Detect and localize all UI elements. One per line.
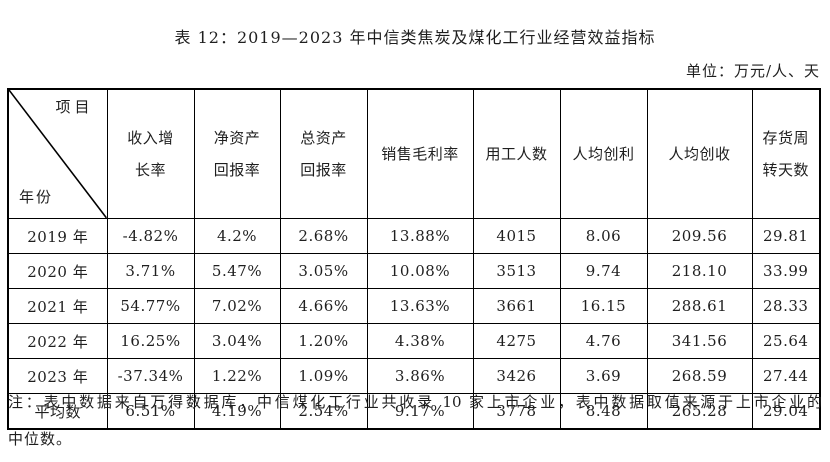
cell: 4.19% — [193, 393, 281, 430]
cell: 2.68% — [279, 218, 368, 254]
cell: 13.63% — [366, 288, 474, 324]
cell: 4.38% — [366, 323, 474, 359]
table-row: 2021 年 54.77% 7.02% 4.66% 13.63% 3661 16.15 288… — [7, 288, 821, 324]
cell: 3.04% — [193, 323, 281, 359]
cell: 4.76 — [559, 323, 648, 359]
row-label: 2019 年 — [7, 218, 108, 254]
cell: 3778 — [472, 393, 561, 430]
cell: 25.64 — [751, 323, 821, 359]
cell: -4.82% — [106, 218, 195, 254]
cell: 3426 — [472, 358, 561, 394]
diagonal-divider-line — [9, 90, 106, 218]
cell: 4.2% — [193, 218, 281, 254]
cell: 10.08% — [366, 253, 474, 289]
corner-cell: 项目 年份 — [7, 88, 108, 219]
cell: 4015 — [472, 218, 561, 254]
cell: 29.04 — [751, 393, 821, 430]
column-header-roa: 总资产 回报率 — [279, 88, 368, 219]
row-label: 2022 年 — [7, 323, 108, 359]
cell: 13.88% — [366, 218, 474, 254]
cell: 209.56 — [646, 218, 753, 254]
corner-label-year: 年份 — [19, 188, 54, 206]
cell: 1.09% — [279, 358, 368, 394]
column-header-inventory-turnover-days: 存货周 转天数 — [751, 88, 821, 219]
footnote-line: 中位数。 — [8, 430, 73, 448]
cell: 288.61 — [646, 288, 753, 324]
cell: 54.77% — [106, 288, 195, 324]
table-row: 2023 年 -37.34% 1.22% 1.09% 3.86% 3426 3.69 268.… — [7, 358, 821, 394]
cell: 3.71% — [106, 253, 195, 289]
unit-label: 单位：万元/人、天 — [685, 62, 820, 80]
cell: 268.59 — [646, 358, 753, 394]
cell: 28.33 — [751, 288, 821, 324]
table-row: 2022 年 16.25% 3.04% 1.20% 4.38% 4275 4.76 341.5… — [7, 323, 821, 359]
table-row: 2020 年 3.71% 5.47% 3.05% 10.08% 3513 9.74 218.1… — [7, 253, 821, 289]
cell: 265.28 — [646, 393, 753, 430]
cell: 29.81 — [751, 218, 821, 254]
cell: 33.99 — [751, 253, 821, 289]
footnote: 注：表中数据来自万得数据库，中信煤化工行业共收录 10 家上市企业，表中数据取值… — [8, 384, 822, 458]
cell: 3513 — [472, 253, 561, 289]
column-header-employees: 用工人数 — [472, 88, 561, 219]
cell: 8.06 — [559, 218, 648, 254]
cell: 341.56 — [646, 323, 753, 359]
cell: 3.69 — [559, 358, 648, 394]
page-title: 表 12：2019—2023 年中信类焦炭及煤化工行业经营效益指标 — [174, 28, 656, 47]
table-row: 2019 年 -4.82% 4.2% 2.68% 13.88% 4015 8.06 209.5… — [7, 218, 821, 254]
cell: 3.86% — [366, 358, 474, 394]
cell: 4275 — [472, 323, 561, 359]
cell: 4.66% — [279, 288, 368, 324]
cell: 8.48 — [559, 393, 648, 430]
table-body: 2019 年 -4.82% 4.2% 2.68% 13.88% 4015 8.06 209.5… — [7, 218, 821, 430]
cell: 1.22% — [193, 358, 281, 394]
column-header-revenue-per-capita: 人均创收 — [646, 88, 753, 219]
cell: 9.74 — [559, 253, 648, 289]
header-row: 项目 年份 收入增 长率 净资产 回报率 总资产 回报率 销售毛利率 用工人数 … — [7, 88, 821, 219]
cell: 3661 — [472, 288, 561, 324]
row-label: 2020 年 — [7, 253, 108, 289]
column-header-roe: 净资产 回报率 — [193, 88, 281, 219]
footnote-line: 注：表中数据来自万得数据库，中信煤化工行业共收录 10 家上市企业，表中数据取值… — [8, 393, 822, 411]
column-header-profit-per-capita: 人均创利 — [559, 88, 648, 219]
cell: -37.34% — [106, 358, 195, 394]
cell: 16.25% — [106, 323, 195, 359]
row-label: 2023 年 — [7, 358, 108, 394]
column-header-revenue-growth: 收入增 长率 — [106, 88, 195, 219]
cell: 7.02% — [193, 288, 281, 324]
column-header-gross-margin: 销售毛利率 — [366, 88, 474, 219]
cell: 9.17% — [366, 393, 474, 430]
cell: 27.44 — [751, 358, 821, 394]
cell: 1.20% — [279, 323, 368, 359]
row-label: 平均数 — [7, 393, 108, 430]
cell: 16.15 — [559, 288, 648, 324]
cell: 218.10 — [646, 253, 753, 289]
row-label: 2021 年 — [7, 288, 108, 324]
table-row: 平均数 6.51% 4.19% 2.54% 9.17% 3778 8.48 265.28 29.… — [7, 393, 821, 430]
corner-label-project: 项目 — [55, 98, 94, 116]
metrics-table: 项目 年份 收入增 长率 净资产 回报率 总资产 回报率 销售毛利率 用工人数 … — [7, 88, 821, 430]
cell: 2.54% — [279, 393, 368, 430]
table-header: 项目 年份 收入增 长率 净资产 回报率 总资产 回报率 销售毛利率 用工人数 … — [7, 88, 821, 219]
cell: 3.05% — [279, 253, 368, 289]
cell: 5.47% — [193, 253, 281, 289]
